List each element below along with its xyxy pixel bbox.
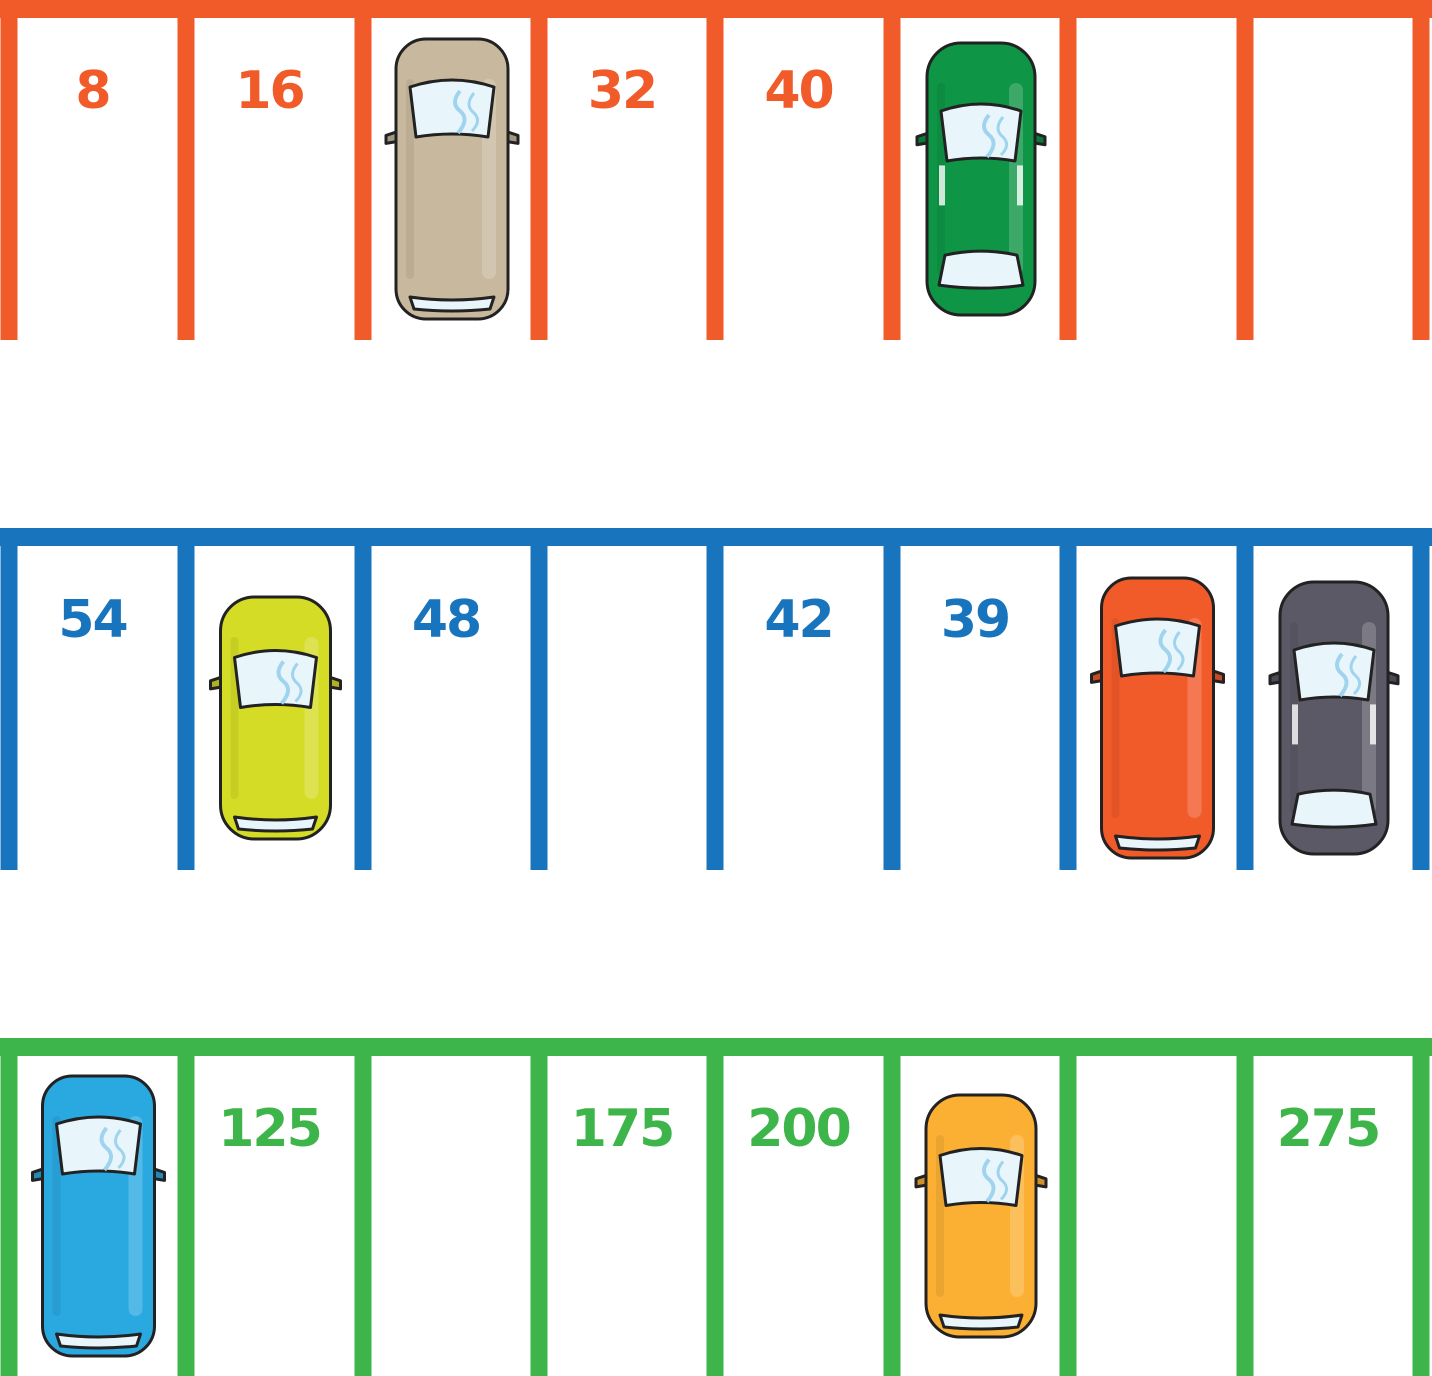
parking-row-3: 125 175 200 275 <box>0 1038 1432 1376</box>
parking-slot: 16 <box>235 61 305 121</box>
slot-divider-line <box>177 0 195 340</box>
slot-divider-line <box>0 0 18 340</box>
parking-slot: 39 <box>941 590 1011 650</box>
sedan-icon <box>915 41 1047 317</box>
slot-divider-line <box>1236 0 1254 340</box>
parking-row-2: 54 48 42 39 <box>0 528 1432 870</box>
slot-divider-line <box>1236 528 1254 870</box>
slot-divider-line <box>706 1038 724 1376</box>
slot-divider-line <box>1236 1038 1254 1376</box>
van-icon <box>384 37 520 321</box>
parking-row-1: 8 16 32 40 <box>0 0 1432 340</box>
sedan-icon <box>1268 580 1400 856</box>
slot-divider-line <box>1412 1038 1430 1376</box>
slot-number: 54 <box>58 590 126 650</box>
van-icon <box>1090 576 1225 860</box>
slot-divider-line <box>354 1038 372 1376</box>
slot-divider-line <box>706 528 724 870</box>
parking-slot: 42 <box>764 590 834 650</box>
slot-divider-line <box>883 0 901 340</box>
parking-slot: 54 <box>58 590 128 650</box>
slot-divider-line <box>0 1038 18 1376</box>
slot-number: 48 <box>412 590 480 650</box>
slot-divider-line <box>1412 0 1430 340</box>
slot-number: 16 <box>235 61 303 121</box>
slot-number: 40 <box>764 61 832 121</box>
parking-slot: 125 <box>218 1099 323 1159</box>
slot-number: 32 <box>588 61 656 121</box>
slot-divider-line <box>177 1038 195 1376</box>
parking-slot <box>209 595 342 841</box>
parking-slot: 275 <box>1277 1099 1382 1159</box>
parking-slot <box>915 41 1047 317</box>
slot-divider-line <box>1412 528 1430 870</box>
slot-divider-line <box>354 528 372 870</box>
hatchback-icon <box>914 1093 1048 1339</box>
slot-number: 8 <box>75 61 109 121</box>
slot-divider-line <box>883 528 901 870</box>
parking-slot: 200 <box>747 1099 852 1159</box>
slot-number: 39 <box>941 590 1009 650</box>
slot-number: 125 <box>218 1099 321 1159</box>
slot-divider-line <box>706 0 724 340</box>
slot-divider-line <box>1059 1038 1077 1376</box>
slot-number: 200 <box>747 1099 850 1159</box>
slot-divider-line <box>883 1038 901 1376</box>
parking-slot <box>1268 580 1400 856</box>
slot-divider-line <box>354 0 372 340</box>
parking-slot: 8 <box>75 61 111 121</box>
slot-divider-line <box>1059 528 1077 870</box>
parking-slot: 40 <box>764 61 834 121</box>
parking-slot: 175 <box>571 1099 676 1159</box>
parking-slot: 48 <box>412 590 482 650</box>
parking-slot: 32 <box>588 61 658 121</box>
parking-slot <box>1090 576 1225 860</box>
slot-divider-line <box>530 528 548 870</box>
slot-divider-line <box>1059 0 1077 340</box>
slot-divider-line <box>530 0 548 340</box>
hatchback-icon <box>209 595 342 841</box>
slot-number: 175 <box>571 1099 674 1159</box>
slot-divider-line <box>177 528 195 870</box>
parking-slot <box>384 37 520 321</box>
parking-slot <box>914 1093 1048 1339</box>
slot-divider-line <box>530 1038 548 1376</box>
parking-slot <box>31 1074 166 1358</box>
van-icon <box>31 1074 166 1358</box>
slot-number: 42 <box>764 590 832 650</box>
slot-number: 275 <box>1277 1099 1380 1159</box>
slot-divider-line <box>0 528 18 870</box>
